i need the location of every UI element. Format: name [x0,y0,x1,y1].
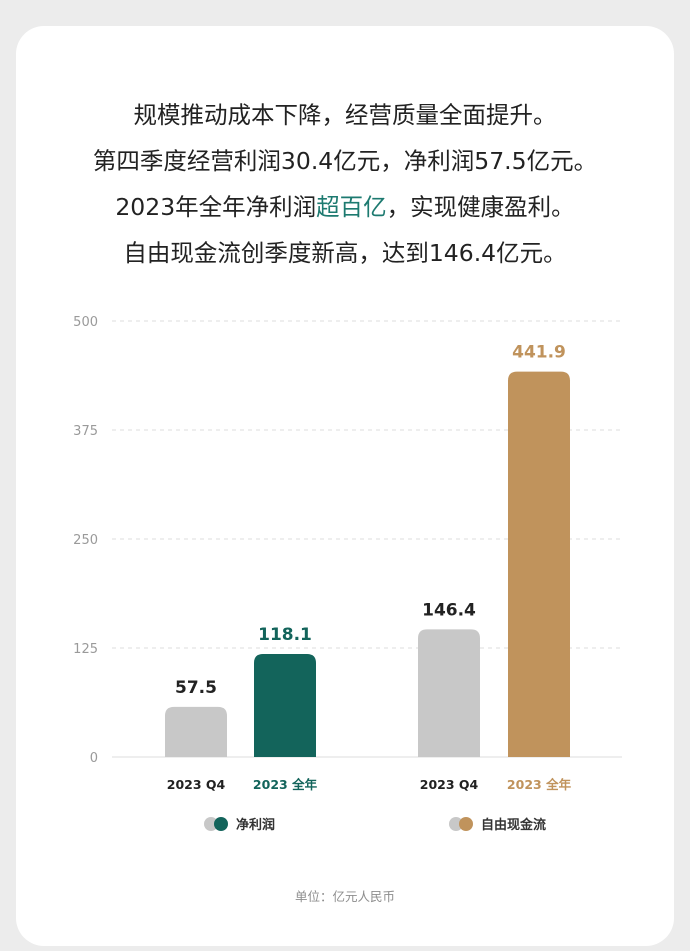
data-label: 57.5 [175,678,217,698]
x-tick-label: 2023 Q4 [420,777,479,792]
legend-swatch [204,817,218,831]
unit-note: 单位：亿元人民币 [294,889,395,904]
data-label: 441.9 [512,343,566,363]
bar [254,654,316,757]
headline-line-4: 自由现金流创季度新高，达到146.4亿元。 [123,239,567,267]
data-label: 118.1 [258,625,312,645]
x-tick-label: 2023 全年 [507,777,572,792]
headline-line-3-pre: 2023年全年净利润 [115,193,317,221]
legend-swatch [459,817,473,831]
headline: 规模推动成本下降，经营质量全面提升。 第四季度经营利润30.4亿元，净利润57.… [0,92,690,276]
y-tick-label: 250 [73,533,98,548]
legend-swatch [214,817,228,831]
bar [418,629,480,757]
legend-label: 自由现金流 [481,817,546,833]
legend-swatch [449,817,463,831]
data-label: 146.4 [422,600,476,620]
x-tick-label: 2023 Q4 [167,777,226,792]
headline-line-3: 2023年全年净利润超百亿，实现健康盈利。 [0,184,690,230]
x-tick-label: 2023 全年 [253,777,318,792]
y-tick-label: 500 [73,315,98,330]
bar [508,371,570,757]
y-tick-label: 375 [73,424,98,439]
headline-highlight: 超百亿 [316,193,387,221]
legend-label: 净利润 [236,817,275,833]
y-tick-label: 125 [73,642,98,657]
headline-line-3-post: ，实现健康盈利。 [386,193,575,221]
y-tick-label: 0 [90,751,98,766]
bar [165,706,227,757]
headline-line-2: 第四季度经营利润30.4亿元，净利润57.5亿元。 [92,147,598,175]
headline-line-1: 规模推动成本下降，经营质量全面提升。 [133,101,557,129]
